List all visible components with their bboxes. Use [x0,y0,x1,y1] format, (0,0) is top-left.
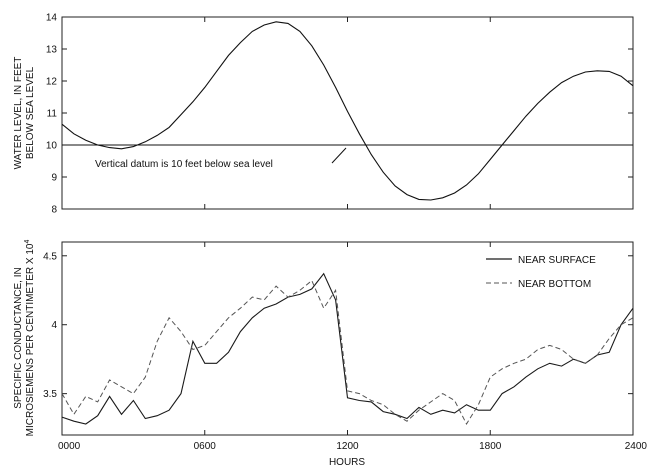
legend: NEAR SURFACE NEAR BOTTOM [486,255,596,290]
water-level-y-tick-label: 12 [46,77,58,88]
x-tick-label: 0600 [194,441,217,452]
conductance-y-axis-label-line-1: SPECIFIC CONDUCTANCE, IN [13,267,24,409]
conductance-y-tick-label: 3.5 [43,389,57,400]
water-level-y-tick-label: 8 [51,205,57,216]
datum-annotation-leader [331,147,347,164]
water-level-y-ticks: 8 9 10 11 12 13 14 [46,13,633,216]
x-tick-label: 1200 [336,441,359,452]
water-level-x-ticks [61,17,634,209]
water-level-line [61,21,634,201]
near-bottom-series-line [61,279,634,426]
water-level-y-axis-label-line-2: BELOW SEA LEVEL [25,66,36,159]
conductance-plot-frame [61,241,634,436]
water-level-y-tick-label: 14 [46,13,58,24]
near-surface-series-line [61,272,634,425]
water-level-y-tick-label: 10 [46,141,58,152]
conductance-y-axis-label-text: MICROSIEMENS PER CENTIMETER X 10 [25,243,36,436]
x-tick-label: 2400 [625,441,647,452]
conductance-y-tick-label: 4.5 [43,251,57,262]
x-axis-label: HOURS [329,457,365,468]
conductance-y-ticks: 3.5 4 4.5 [43,251,633,400]
conductance-y-axis-label-line-2: MICROSIEMENS PER CENTIMETER X 104 [24,240,36,437]
conductance-y-tick-label: 4 [51,320,57,331]
water-level-y-tick-label: 11 [47,109,58,120]
legend-near-surface-label: NEAR SURFACE [518,255,596,266]
conductance-y-axis-label-exponent: 4 [24,240,31,244]
legend-near-bottom-label: NEAR BOTTOM [518,279,591,290]
conductance-x-ticks: 0000 0600 1200 1800 2400 [58,242,647,452]
x-tick-label: 0000 [58,441,81,452]
water-level-y-tick-label: 13 [46,45,58,56]
specific-conductance-chart: 3.5 4 4.5 0000 0600 1200 1800 2400 NEAR SURFAC… [13,240,647,468]
water-level-y-axis-label-line-1: WATER LEVEL, IN FEET [13,57,24,170]
water-level-y-tick-label: 9 [51,173,57,184]
water-level-chart: 8 9 10 11 12 13 14 Vertical datum is 10 feet b… [13,13,634,216]
x-tick-label: 1800 [479,441,502,452]
water-level-plot-frame [61,16,634,210]
datum-annotation: Vertical datum is 10 feet below sea leve… [95,159,273,170]
